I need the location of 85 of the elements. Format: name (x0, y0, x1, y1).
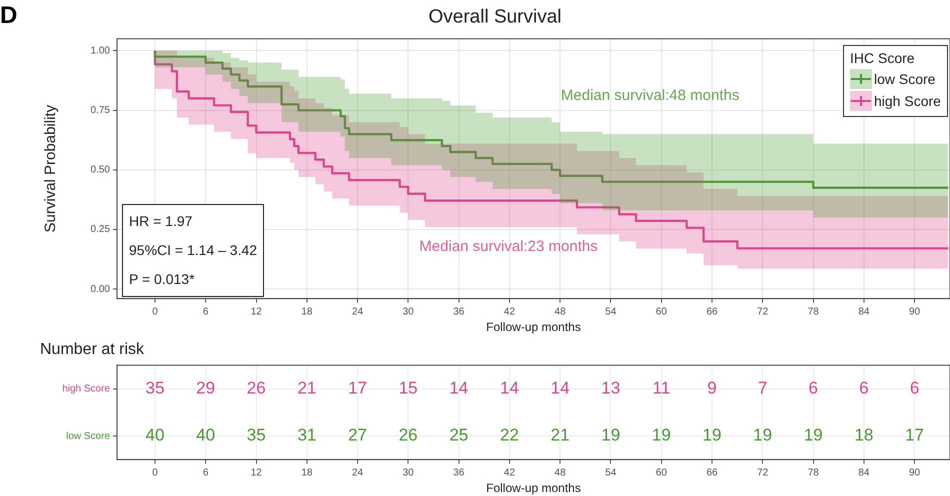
data-label: 19 (804, 426, 823, 445)
annotation: Median survival:23 months (419, 238, 598, 255)
data-label: 17 (905, 426, 924, 445)
x-tick-label: 78 (808, 306, 820, 318)
x-tick-label: 6 (202, 306, 209, 318)
x-tick-label: 30 (402, 467, 414, 478)
data-label: 15 (398, 378, 418, 398)
x-axis-title: Follow-up months (486, 481, 581, 496)
y-tick-label: 0.50 (90, 164, 110, 176)
data-label: 13 (601, 378, 620, 398)
annotation: HR = 1.97 (129, 212, 194, 231)
x-tick-label: 42 (504, 306, 516, 318)
x-tick-label: 36 (453, 467, 465, 478)
annotation: Median survival:48 months (560, 87, 740, 104)
y-tick-label: low Score (66, 430, 110, 442)
y-tick-label: high Score (62, 384, 110, 395)
x-tick-label: 0 (152, 306, 158, 318)
x-tick-label: 18 (301, 467, 313, 478)
data-label: 19 (601, 426, 620, 445)
data-label: 9 (707, 378, 717, 398)
data-label: 6 (910, 378, 920, 398)
data-label: 25 (449, 426, 468, 445)
x-tick-label: 30 (402, 306, 414, 318)
chart-title: Overall Survival (428, 6, 562, 28)
legend-title: IHC Score (850, 50, 916, 66)
x-tick-label: 72 (757, 467, 769, 478)
data-label: 19 (753, 426, 772, 445)
y-tick-label: 1.00 (90, 45, 110, 56)
x-tick-label: 90 (908, 467, 921, 478)
data-label: 40 (146, 426, 164, 445)
chart-title: Number at risk (40, 341, 146, 358)
data-label: 19 (702, 426, 722, 445)
x-tick-label: 12 (250, 467, 262, 478)
x-tick-label: 48 (554, 467, 566, 478)
data-label: 6 (859, 378, 869, 398)
data-label: 7 (758, 378, 768, 398)
y-tick-label: 0.00 (90, 284, 110, 295)
data-label: 6 (808, 378, 818, 398)
data-label: 27 (348, 426, 367, 445)
data-label: 26 (398, 426, 418, 445)
data-label: 19 (652, 426, 671, 445)
x-tick-label: 60 (656, 467, 668, 478)
data-label: 21 (550, 426, 570, 445)
data-label: 21 (297, 378, 316, 398)
data-label: 29 (196, 378, 216, 398)
annotation: P = 0.013* (129, 270, 196, 289)
x-tick-label: 72 (757, 306, 769, 318)
data-label: 18 (854, 426, 874, 445)
x-tick-label: 90 (908, 306, 921, 318)
data-label: 35 (246, 426, 266, 445)
text: D (0, 2, 18, 30)
data-label: 14 (550, 378, 570, 398)
data-label: 17 (348, 378, 367, 398)
y-axis-title: Survival Probability (42, 104, 60, 232)
data-label: 14 (500, 378, 519, 398)
data-label: 14 (449, 378, 468, 398)
x-tick-label: 54 (605, 306, 617, 318)
x-tick-label: 54 (605, 467, 617, 478)
x-tick-label: 36 (453, 306, 465, 318)
x-tick-label: 12 (250, 306, 262, 318)
x-tick-label: 84 (858, 306, 870, 318)
x-tick-label: 66 (706, 306, 718, 318)
x-tick-label: 84 (858, 467, 870, 478)
legend-label: low Score (874, 70, 936, 87)
y-tick-label: 0.75 (90, 105, 110, 116)
data-label: 40 (196, 426, 216, 445)
annotation: 95%CI = 1.14 – 3.42 (129, 240, 258, 260)
x-tick-label: 0 (152, 467, 158, 478)
data-label: 35 (146, 378, 164, 398)
x-tick-label: 6 (202, 467, 209, 478)
x-tick-label: 42 (504, 467, 516, 478)
x-tick-label: 24 (352, 467, 364, 478)
x-tick-label: 48 (554, 306, 566, 318)
x-tick-label: 78 (808, 467, 820, 478)
x-tick-label: 18 (301, 306, 313, 318)
x-tick-label: 24 (352, 306, 364, 318)
data-label: 26 (246, 378, 266, 398)
x-tick-label: 60 (656, 306, 668, 318)
data-label: 31 (297, 426, 316, 445)
data-label: 22 (500, 426, 519, 445)
x-tick-label: 66 (706, 467, 718, 478)
legend-label: high Score (874, 92, 941, 109)
x-axis-title: Follow-up months (486, 320, 581, 334)
data-label: 11 (652, 378, 670, 398)
y-tick-label: 0.25 (90, 224, 110, 236)
